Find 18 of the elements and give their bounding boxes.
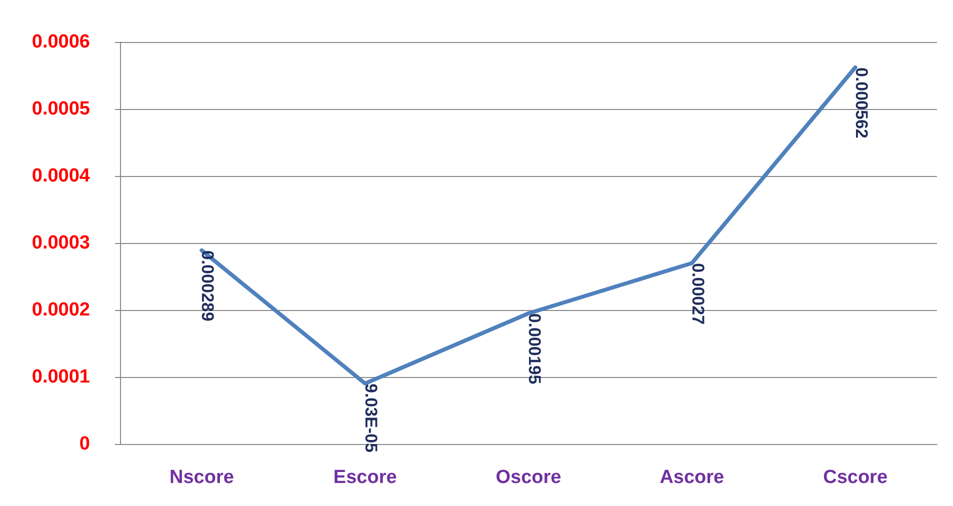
data-label: 9.03E-05 (362, 384, 381, 452)
y-tick-label: 0.0006 (32, 32, 90, 52)
data-label: 0.000289 (198, 250, 218, 322)
y-tick-label: 0 (79, 434, 90, 454)
x-tick-label: Escore (333, 467, 397, 488)
line-series (200, 65, 858, 386)
data-label: 0.000195 (525, 313, 544, 384)
y-tick-label: 0.0001 (32, 366, 90, 388)
y-tick-label: 0.0003 (32, 232, 90, 254)
y-tick-label: 0.0002 (32, 300, 90, 320)
x-tick-label: Oscore (496, 467, 562, 488)
x-tick-label: Ascore (660, 467, 724, 488)
y-tick-label: 0.0005 (32, 98, 90, 120)
y-tick-label: 0.0004 (32, 166, 90, 186)
data-label: 0.00027 (688, 263, 708, 325)
x-tick-label: Nscore (169, 467, 234, 488)
data-label: 0.000562 (852, 67, 871, 138)
x-tick-label: Cscore (823, 467, 888, 488)
